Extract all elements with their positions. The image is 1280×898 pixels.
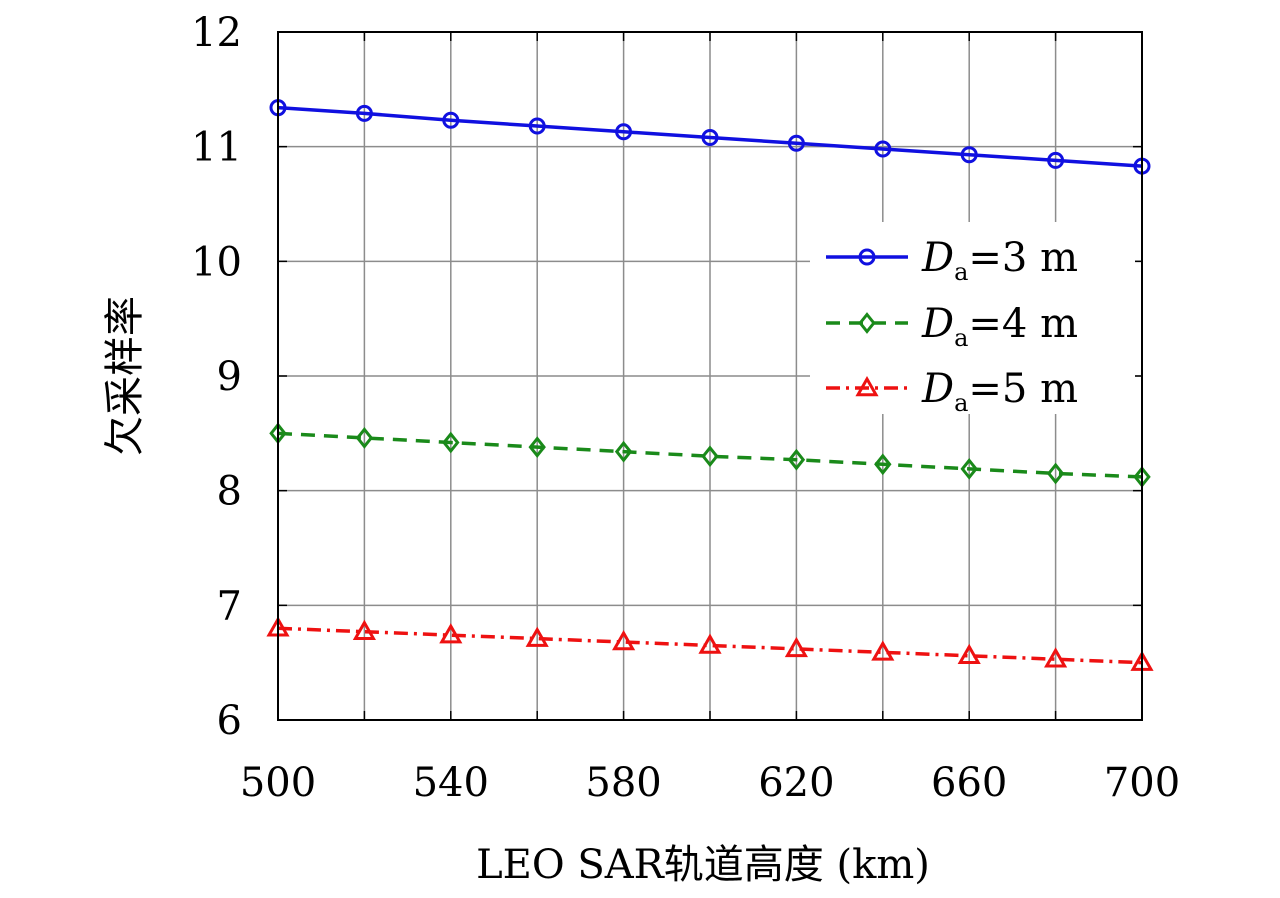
- data-point-triangle: [352, 619, 376, 640]
- data-point-circle: [787, 134, 805, 152]
- legend-label: Da=5 m: [921, 366, 1078, 417]
- y-tick-label: 10: [191, 239, 242, 285]
- data-point-diamond: [874, 453, 892, 476]
- ticks: 500 540 580 620 660 700 6 7 8 9 10 11 12: [191, 10, 1180, 806]
- data-point-circle: [701, 128, 719, 146]
- data-point-circle: [874, 140, 892, 158]
- x-tick-label: 540: [413, 760, 489, 806]
- data-point-triangle: [784, 636, 808, 658]
- data-point-circle: [1047, 151, 1065, 169]
- y-tick-label: 6: [217, 698, 242, 744]
- data-point-triangle: [698, 633, 722, 654]
- y-tick-label: 8: [217, 469, 242, 515]
- x-tick-label: 620: [758, 760, 834, 806]
- data-point-circle: [355, 104, 373, 122]
- data-point-triangle: [957, 643, 981, 665]
- data-point-triangle: [439, 623, 463, 644]
- data-point-diamond: [528, 436, 546, 458]
- data-point-diamond: [960, 457, 978, 480]
- y-axis-title: 欠采样率: [102, 296, 148, 456]
- data-point-circle: [528, 117, 546, 135]
- x-tick-label: 700: [1104, 760, 1180, 806]
- data-point-triangle: [871, 640, 895, 661]
- data-point-diamond: [787, 448, 806, 471]
- data-point-diamond: [442, 431, 460, 454]
- x-tick-label: 580: [585, 760, 661, 806]
- data-point-circle: [615, 123, 633, 141]
- series-line: [277, 431, 1143, 479]
- data-point-diamond: [355, 427, 374, 449]
- y-tick-label: 7: [217, 583, 242, 629]
- data-point-triangle: [612, 630, 636, 651]
- series-line: [277, 105, 1143, 168]
- y-tick-label: 9: [217, 354, 242, 400]
- x-tick-label: 500: [240, 760, 316, 806]
- y-tick-label: 12: [191, 10, 242, 56]
- data-point-triangle: [1044, 647, 1068, 668]
- data-point-triangle: [525, 626, 549, 647]
- legend-label: Da=3 m: [921, 235, 1078, 286]
- x-tick-label: 660: [931, 760, 1007, 806]
- legend: Da=3 m Da=4 m Da=5 m: [810, 222, 1135, 417]
- data-point-circle: [960, 146, 978, 164]
- legend-label: Da=4 m: [921, 301, 1078, 352]
- y-tick-label: 11: [191, 125, 242, 171]
- x-axis-title: LEO SAR轨道高度 (km): [476, 842, 930, 888]
- data-point-diamond: [614, 440, 633, 463]
- data-point-circle: [442, 111, 460, 129]
- data-point-diamond: [1046, 462, 1065, 485]
- series-group: [269, 99, 1151, 175]
- data-point-circle: [858, 248, 876, 266]
- data-point-diamond: [858, 312, 876, 334]
- data-point-triangle: [855, 375, 879, 397]
- data-point-diamond: [701, 445, 719, 468]
